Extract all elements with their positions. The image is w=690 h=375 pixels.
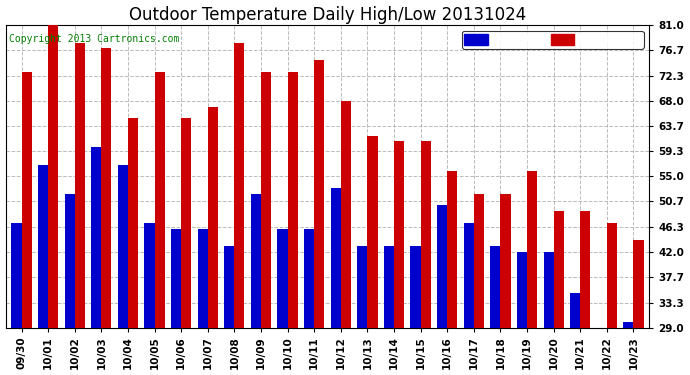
Bar <box>331 188 341 327</box>
Bar <box>235 42 244 327</box>
Bar <box>517 252 527 327</box>
Bar <box>261 72 271 327</box>
Bar <box>367 136 377 327</box>
Text: Copyright 2013 Cartronics.com: Copyright 2013 Cartronics.com <box>9 34 179 44</box>
Bar <box>197 229 208 327</box>
Legend: Low  (°F), High  (°F): Low (°F), High (°F) <box>462 31 644 49</box>
Bar <box>544 252 553 327</box>
Bar <box>224 246 235 327</box>
Bar <box>447 171 457 327</box>
Bar <box>421 141 431 327</box>
Bar <box>464 223 474 327</box>
Bar <box>623 322 633 327</box>
Bar <box>394 141 404 327</box>
Bar <box>91 147 101 327</box>
Bar <box>155 72 165 327</box>
Title: Outdoor Temperature Daily High/Low 20131024: Outdoor Temperature Daily High/Low 20131… <box>129 6 526 24</box>
Bar <box>580 211 591 327</box>
Bar <box>251 194 261 327</box>
Bar <box>171 229 181 327</box>
Bar <box>118 165 128 327</box>
Bar <box>208 106 218 327</box>
Bar <box>491 246 500 327</box>
Bar <box>500 194 511 327</box>
Bar <box>128 118 138 327</box>
Bar <box>101 48 112 327</box>
Bar <box>75 42 85 327</box>
Bar <box>607 223 617 327</box>
Bar <box>48 25 58 327</box>
Bar <box>65 194 75 327</box>
Bar <box>474 194 484 327</box>
Bar <box>314 60 324 327</box>
Bar <box>341 101 351 327</box>
Bar <box>304 229 314 327</box>
Bar <box>437 206 447 327</box>
Bar <box>570 292 580 327</box>
Bar <box>181 118 191 327</box>
Bar <box>553 211 564 327</box>
Bar <box>633 240 644 327</box>
Bar <box>12 223 21 327</box>
Bar <box>288 72 297 327</box>
Bar <box>21 72 32 327</box>
Bar <box>38 165 48 327</box>
Bar <box>144 223 155 327</box>
Bar <box>527 171 537 327</box>
Bar <box>277 229 288 327</box>
Bar <box>411 246 421 327</box>
Bar <box>384 246 394 327</box>
Bar <box>357 246 367 327</box>
